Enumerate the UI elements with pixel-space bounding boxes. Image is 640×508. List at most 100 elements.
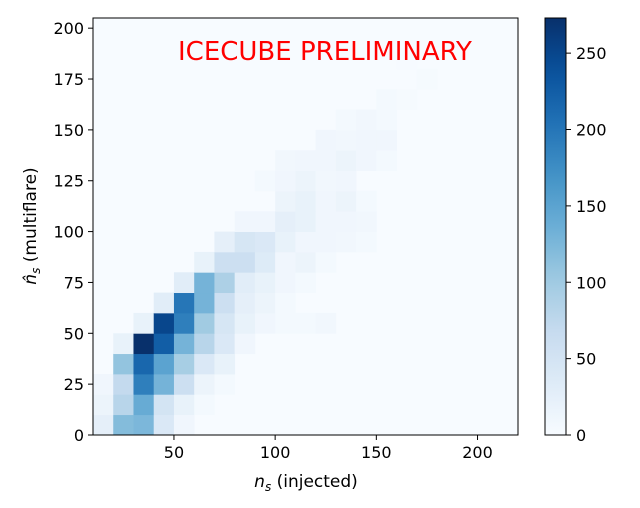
colorbar-tick-label: 0	[576, 426, 586, 445]
colorbar-tick-label: 150	[576, 197, 607, 216]
heatmap-cell	[234, 333, 256, 355]
heatmap-cell	[214, 292, 236, 314]
x-tick-label: 100	[260, 443, 291, 462]
heatmap-cell	[295, 170, 317, 192]
heatmap-cell	[194, 272, 215, 294]
colorbar-tick-label: 200	[576, 121, 607, 140]
heatmap-cell	[275, 211, 296, 232]
heatmap-cell	[335, 150, 357, 171]
heatmap-cell	[356, 231, 377, 253]
heatmap-cell	[396, 89, 418, 110]
heatmap-cell	[133, 353, 155, 375]
heatmap-cell	[275, 272, 296, 294]
heatmap-cell	[356, 150, 377, 171]
heatmap-cell	[234, 231, 256, 253]
heatmap-cell	[315, 211, 337, 232]
y-tick-label: 200	[53, 19, 84, 38]
colorbar	[544, 17, 567, 436]
heatmap-cell	[315, 231, 337, 253]
heatmap-cell	[153, 394, 175, 416]
heatmap-cell	[315, 312, 337, 334]
heatmap-cell	[133, 373, 155, 395]
heatmap-cell	[173, 292, 195, 314]
heatmap-cell	[315, 170, 337, 192]
heatmap-cell	[133, 414, 155, 436]
heatmap-cell	[194, 312, 215, 334]
heatmap-cell	[113, 333, 134, 355]
heatmap-cell	[295, 251, 317, 273]
y-tick-label: 25	[64, 375, 84, 394]
heatmap-cell	[275, 150, 296, 171]
heatmap-cell	[93, 414, 114, 436]
heatmap-cell	[173, 414, 195, 436]
heatmap-cell	[254, 312, 276, 334]
x-axis-ticks: 50 100 150 200	[164, 435, 493, 462]
colorbar-tick-label: 100	[576, 273, 607, 292]
heatmap-cell	[254, 170, 276, 192]
heatmap-cell	[396, 48, 418, 70]
heatmap-cell	[335, 109, 357, 131]
heatmap-cell	[335, 170, 357, 192]
heatmap-cell	[234, 272, 256, 294]
heatmap-cell	[234, 211, 256, 232]
heatmap-cell	[173, 353, 195, 375]
heatmap-cell	[356, 129, 377, 151]
heatmap-cell	[275, 312, 296, 334]
heatmap-cell	[93, 373, 114, 395]
heatmap-cell	[295, 231, 317, 253]
heatmap-cell	[275, 170, 296, 192]
heatmap-cell	[275, 251, 296, 273]
heatmap-cell	[133, 394, 155, 416]
heatmap-cell	[133, 333, 155, 355]
heatmap-cell	[214, 272, 236, 294]
heatmap-cell	[113, 373, 134, 395]
heatmap-cell	[335, 211, 357, 232]
heatmap-cell	[214, 373, 236, 395]
y-tick-label: 125	[53, 172, 84, 191]
heatmap-cell	[315, 150, 337, 171]
heatmap-cell	[254, 251, 276, 273]
chart-annotation: ICECUBE PRELIMINARY	[178, 37, 472, 67]
x-tick-label: 50	[164, 443, 184, 462]
colorbar-ticks: 0 50 100 150 200 250	[566, 44, 607, 445]
heatmap-cell	[376, 89, 397, 110]
heatmap-cell	[254, 272, 276, 294]
y-tick-label: 0	[74, 426, 84, 445]
heatmap-cell	[173, 394, 195, 416]
heatmap-cell	[194, 353, 215, 375]
heatmap-cell	[275, 231, 296, 253]
heatmap-cell	[93, 394, 114, 416]
heatmap-cell	[254, 231, 276, 253]
y-axis-ticks: 0 25 50 75 100 125 150 175 200	[53, 19, 93, 445]
heatmap-cell	[153, 312, 175, 334]
heatmap-cell	[295, 150, 317, 171]
heatmap-cell	[113, 394, 134, 416]
heatmap-cell	[173, 333, 195, 355]
colorbar-tick-label: 250	[576, 44, 607, 63]
heatmap-cell	[194, 373, 215, 395]
heatmap-cell	[376, 150, 397, 171]
heatmap-cell	[113, 353, 134, 375]
heatmap-cell	[153, 353, 175, 375]
heatmap-cell	[194, 333, 215, 355]
heatmap-cell	[194, 251, 215, 273]
heatmap-cell	[335, 231, 357, 253]
heatmap-cell	[356, 109, 377, 131]
heatmap-cell	[173, 373, 195, 395]
heatmap-cell	[153, 414, 175, 436]
heatmap-cell	[295, 312, 317, 334]
x-axis-label: ns (injected)	[254, 472, 358, 494]
heatmap-cell	[335, 190, 357, 212]
y-tick-label: 75	[64, 273, 84, 292]
y-tick-label: 150	[53, 121, 84, 140]
heatmap-cell	[173, 272, 195, 294]
heatmap-cell	[295, 211, 317, 232]
heatmap-cell	[214, 333, 236, 355]
heatmap-cell	[376, 129, 397, 151]
heatmap-cell	[356, 211, 377, 232]
heatmap-cell	[153, 373, 175, 395]
heatmap-cell	[234, 251, 256, 273]
heatmap-cell	[315, 190, 337, 212]
heatmap-cell	[295, 190, 317, 212]
